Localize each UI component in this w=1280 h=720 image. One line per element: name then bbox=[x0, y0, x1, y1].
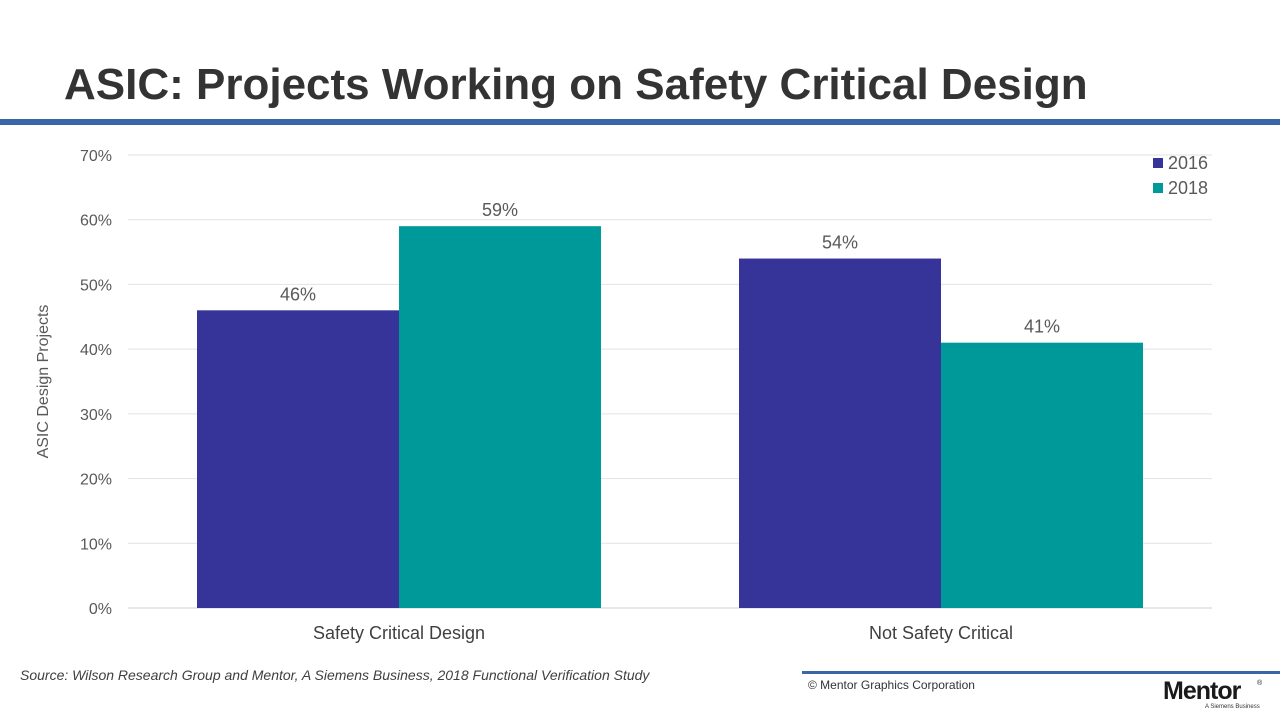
bar-chart: 0% 10% 20% 30% 40% 50% 60% 70% ASIC Design Proje… bbox=[35, 148, 1212, 643]
bar-2018-0 bbox=[399, 226, 601, 608]
x-category-label: Not Safety Critical bbox=[869, 623, 1013, 643]
logo-tagline: A Siemens Business bbox=[1205, 704, 1260, 710]
y-tick-label: 40% bbox=[80, 342, 112, 359]
mentor-logo: Mentor ® A Siemens Business bbox=[1163, 677, 1273, 717]
data-label: 59% bbox=[482, 200, 518, 220]
bar-2018-1 bbox=[941, 342, 1143, 608]
data-label: 41% bbox=[1024, 317, 1060, 337]
slide-title: ASIC: Projects Working on Safety Critica… bbox=[64, 60, 1088, 109]
legend-label: 2016 bbox=[1168, 153, 1208, 173]
source-note: Source: Wilson Research Group and Mentor… bbox=[20, 667, 650, 683]
y-tick-label: 10% bbox=[80, 536, 112, 553]
title-rule bbox=[0, 119, 1280, 125]
legend-swatch bbox=[1153, 183, 1163, 193]
y-tick-label: 60% bbox=[80, 213, 112, 230]
bar-2016-1 bbox=[739, 258, 941, 608]
bar-2016-0 bbox=[197, 310, 399, 608]
y-tick-label: 30% bbox=[80, 407, 112, 424]
y-axis-title: ASIC Design Projects bbox=[35, 305, 52, 459]
data-label: 54% bbox=[822, 233, 858, 253]
legend-label: 2018 bbox=[1168, 178, 1208, 198]
y-tick-label: 50% bbox=[80, 277, 112, 294]
y-tick-label: 70% bbox=[80, 148, 112, 165]
trademark-icon: ® bbox=[1257, 680, 1263, 687]
footer-rule bbox=[802, 671, 1280, 674]
data-label: 46% bbox=[280, 284, 316, 304]
copyright-text: © Mentor Graphics Corporation bbox=[808, 678, 975, 692]
legend-swatch bbox=[1153, 158, 1163, 168]
logo-wordmark: Mentor bbox=[1163, 677, 1241, 705]
x-category-label: Safety Critical Design bbox=[313, 623, 485, 643]
y-tick-label: 20% bbox=[80, 472, 112, 489]
y-tick-label: 0% bbox=[89, 601, 112, 618]
